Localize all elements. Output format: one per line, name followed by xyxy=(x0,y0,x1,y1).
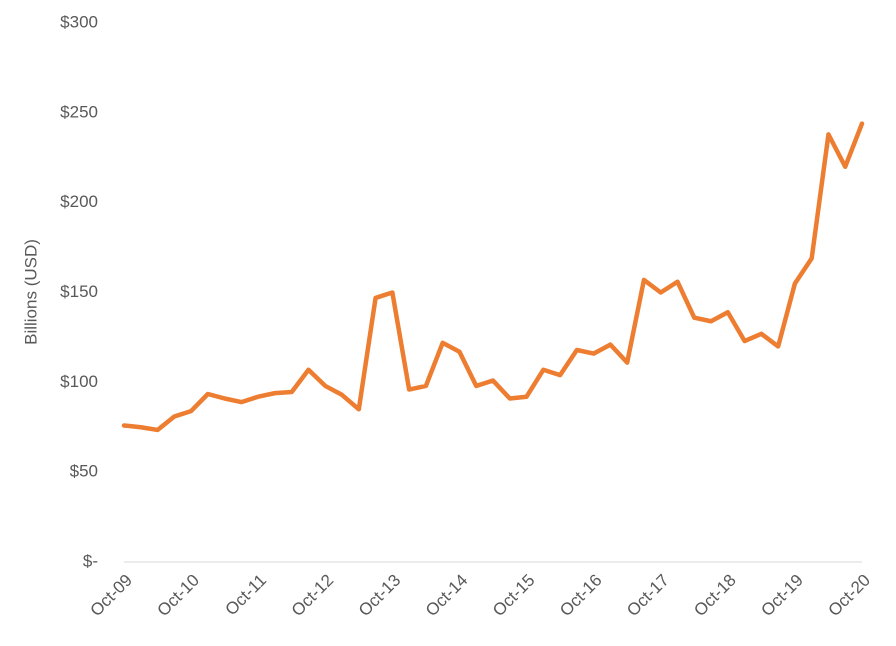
y-tick-label: $50 xyxy=(70,462,98,481)
y-tick-label: $300 xyxy=(60,12,98,31)
x-tick-label: Oct-17 xyxy=(623,571,673,621)
x-tick-label: Oct-10 xyxy=(154,571,204,621)
y-tick-label: $- xyxy=(83,551,98,570)
x-tick-label: Oct-20 xyxy=(824,571,874,621)
y-tick-label: $100 xyxy=(60,372,98,391)
line-series xyxy=(121,121,865,433)
y-tick-label: $150 xyxy=(60,282,98,301)
x-tick-label: Oct-12 xyxy=(288,571,338,621)
x-tick-label: Oct-18 xyxy=(690,571,740,621)
y-tick-label: $250 xyxy=(60,102,98,121)
x-tick-label: Oct-14 xyxy=(422,571,472,621)
y-axis-label: Billions (USD) xyxy=(21,239,40,345)
y-tick-label: $200 xyxy=(60,192,98,211)
x-tick-label: Oct-19 xyxy=(757,571,807,621)
x-tick-label: Oct-16 xyxy=(556,571,606,621)
x-tick-label: Oct-11 xyxy=(222,571,271,620)
x-tick-label: Oct-13 xyxy=(355,571,405,621)
x-tick-label: Oct-15 xyxy=(489,571,539,621)
x-tick-label: Oct-09 xyxy=(86,571,136,621)
